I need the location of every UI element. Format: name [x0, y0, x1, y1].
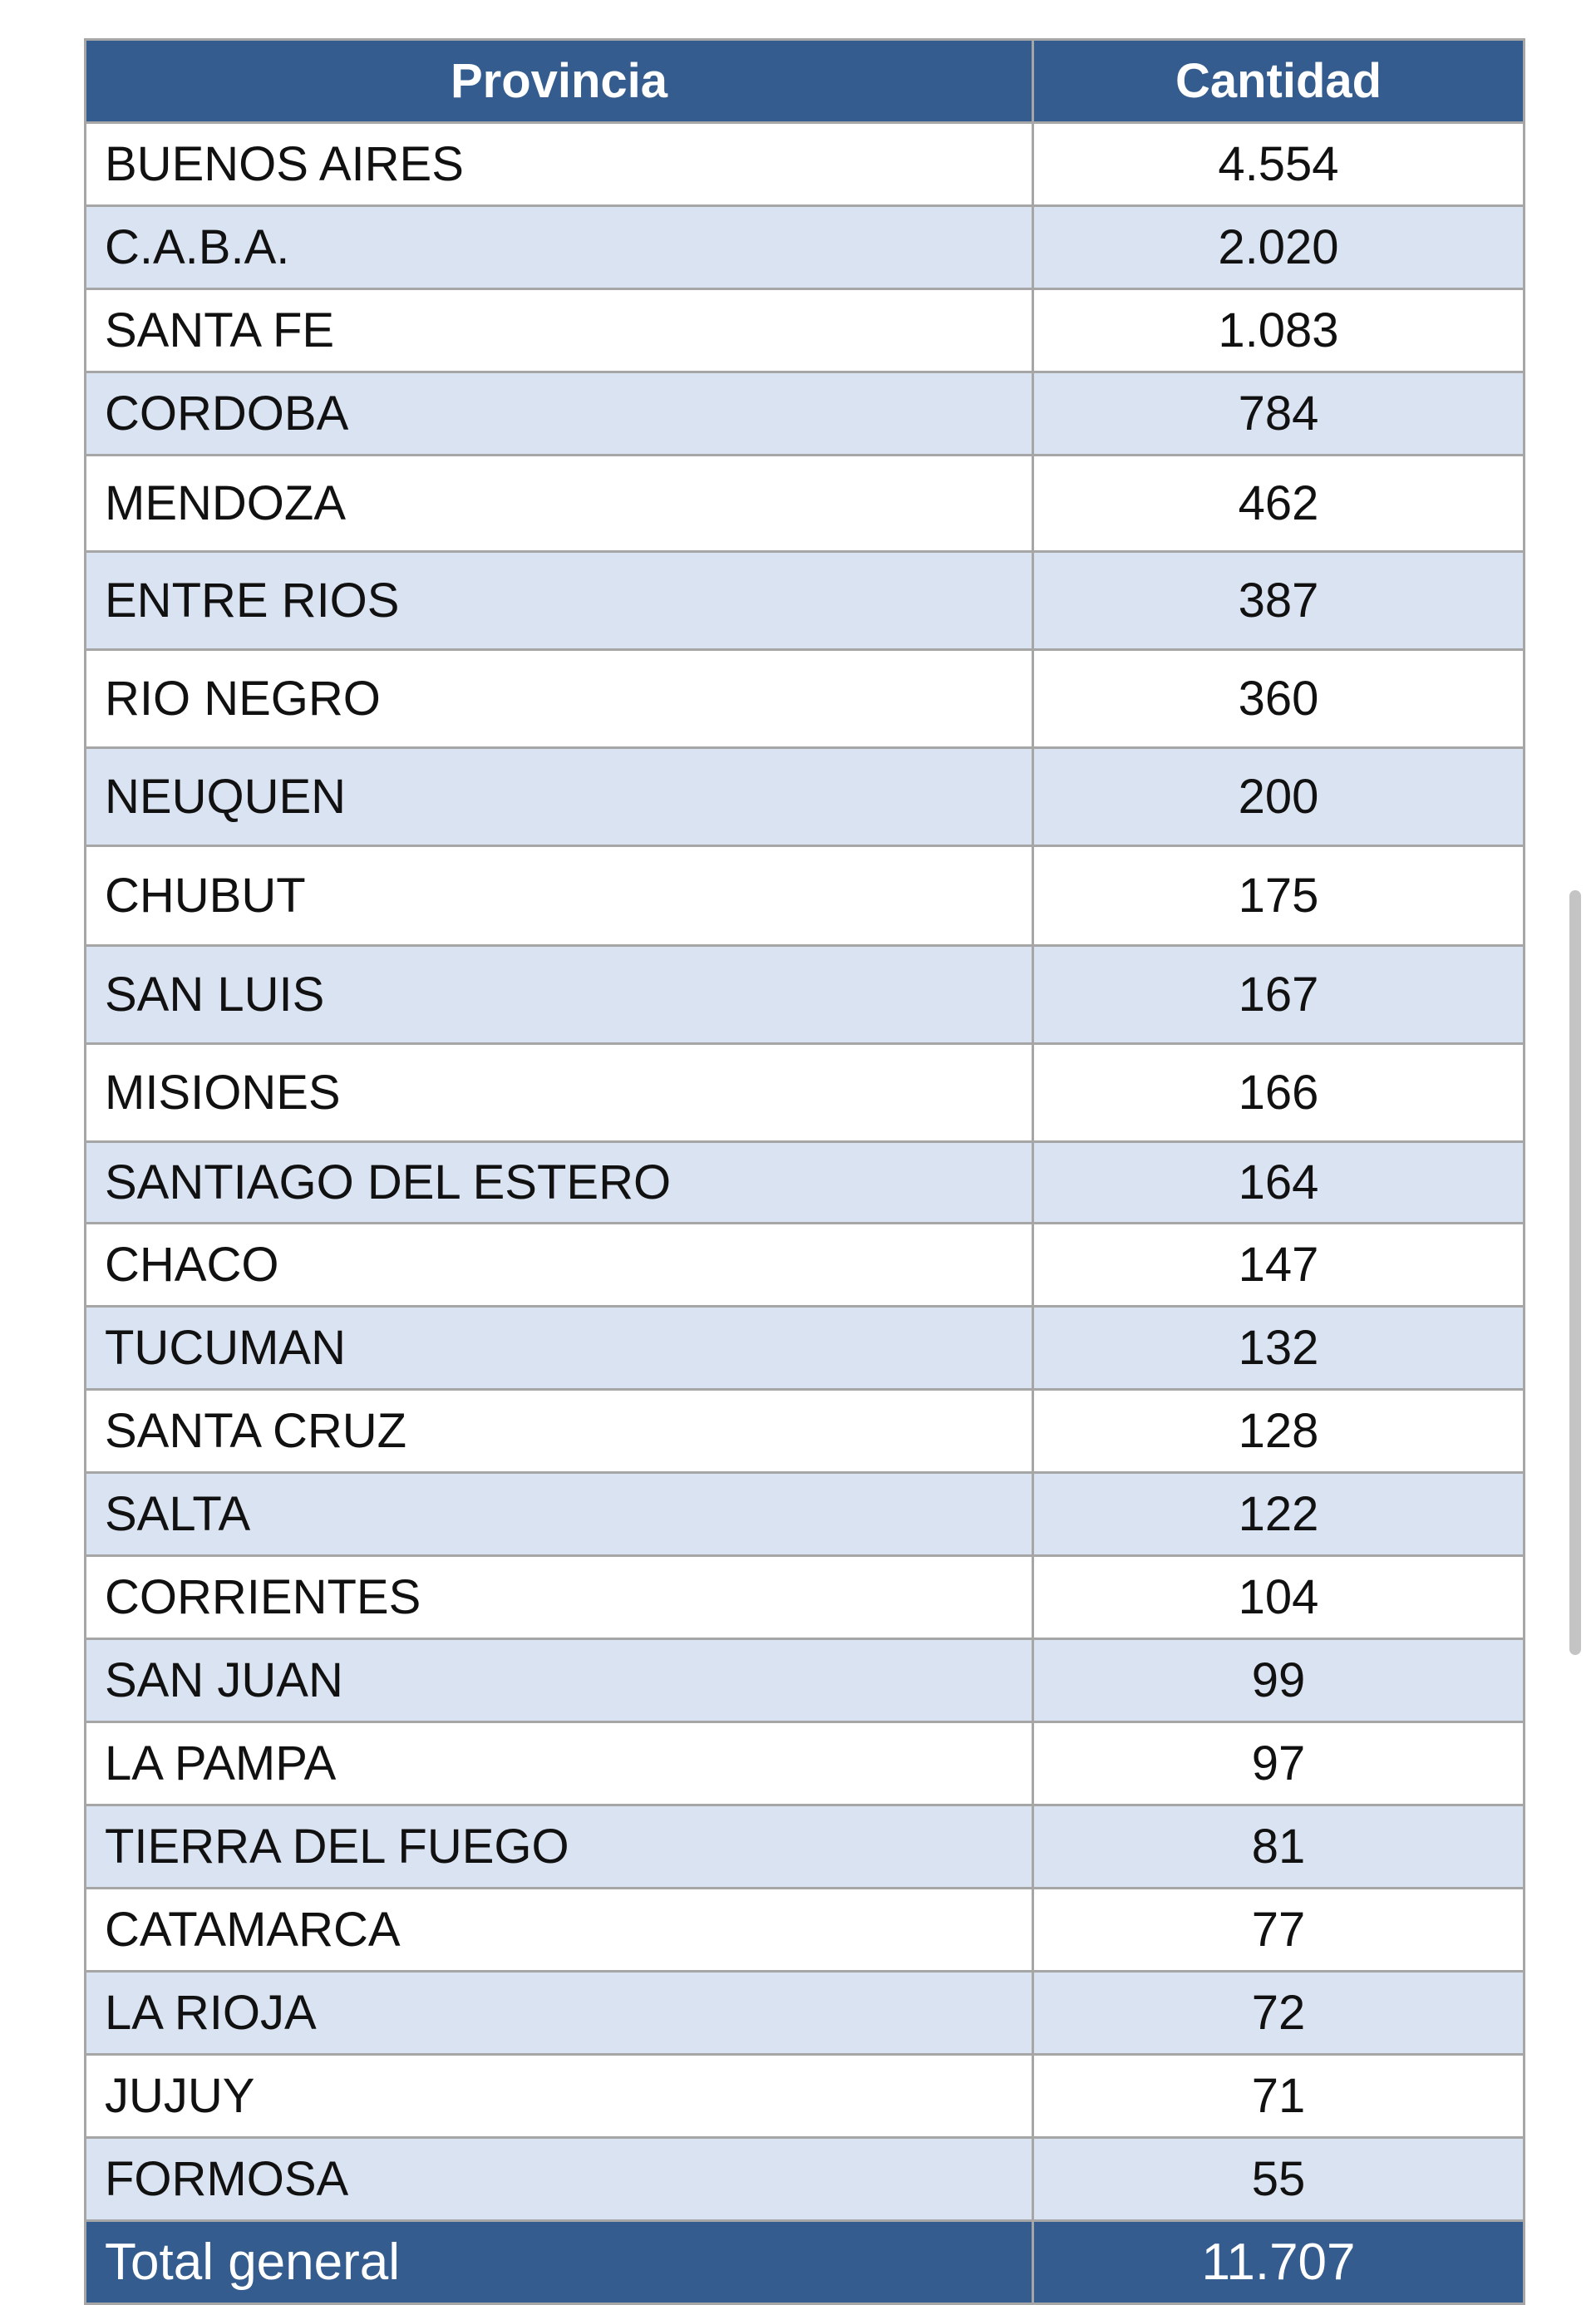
province-cell: CORRIENTES	[84, 1554, 1034, 1640]
total-label: Total general	[84, 2219, 1034, 2305]
table-row: CHUBUT 175	[84, 845, 1525, 947]
province-cell: FORMOSA	[84, 2136, 1034, 2222]
table-row: SAN LUIS 167	[84, 944, 1525, 1045]
table-row: RIO NEGRO 360	[84, 648, 1525, 749]
table-row: TUCUMAN 132	[84, 1305, 1525, 1391]
total-value: 11.707	[1032, 2219, 1525, 2305]
province-cell: SAN JUAN	[84, 1638, 1034, 1723]
table-row: SANTIAGO DEL ESTERO 164	[84, 1140, 1525, 1224]
total-row: Total general 11.707	[84, 2219, 1525, 2305]
table-row: CORRIENTES 104	[84, 1554, 1525, 1640]
header-row: Provincia Cantidad	[84, 38, 1525, 124]
table-row: MENDOZA 462	[84, 454, 1525, 553]
table-row: BUENOS AIRES 4.554	[84, 121, 1525, 207]
table-row: CATAMARCA 77	[84, 1887, 1525, 1973]
quantity-cell: 387	[1032, 550, 1525, 651]
province-cell: SAN LUIS	[84, 944, 1034, 1045]
column-header-cantidad: Cantidad	[1032, 38, 1525, 124]
quantity-cell: 122	[1032, 1471, 1525, 1557]
table-row: CHACO 147	[84, 1222, 1525, 1308]
province-cell: C.A.B.A.	[84, 204, 1034, 290]
table-row: CORDOBA 784	[84, 371, 1525, 456]
quantity-cell: 132	[1032, 1305, 1525, 1391]
scrollbar[interactable]	[1569, 890, 1581, 1655]
province-cell: CORDOBA	[84, 371, 1034, 456]
quantity-cell: 167	[1032, 944, 1525, 1045]
quantity-cell: 97	[1032, 1721, 1525, 1806]
table-row: LA RIOJA 72	[84, 1970, 1525, 2056]
quantity-cell: 1.083	[1032, 288, 1525, 373]
province-cell: LA RIOJA	[84, 1970, 1034, 2056]
quantity-cell: 784	[1032, 371, 1525, 456]
table-row: SAN JUAN 99	[84, 1638, 1525, 1723]
table-row: SANTA FE 1.083	[84, 288, 1525, 373]
quantity-cell: 175	[1032, 845, 1525, 947]
table-row: FORMOSA 55	[84, 2136, 1525, 2222]
table-row: SANTA CRUZ 128	[84, 1388, 1525, 1474]
province-cell: CHUBUT	[84, 845, 1034, 947]
quantity-cell: 99	[1032, 1638, 1525, 1723]
table-row: LA PAMPA 97	[84, 1721, 1525, 1806]
province-cell: NEUQUEN	[84, 746, 1034, 847]
province-cell: JUJUY	[84, 2053, 1034, 2139]
province-cell: SANTIAGO DEL ESTERO	[84, 1140, 1034, 1224]
table-row: NEUQUEN 200	[84, 746, 1525, 847]
quantity-cell: 164	[1032, 1140, 1525, 1224]
quantity-cell: 2.020	[1032, 204, 1525, 290]
province-cell: MENDOZA	[84, 454, 1034, 553]
quantity-cell: 360	[1032, 648, 1525, 749]
table-row: TIERRA DEL FUEGO 81	[84, 1804, 1525, 1889]
province-cell: LA PAMPA	[84, 1721, 1034, 1806]
quantity-cell: 147	[1032, 1222, 1525, 1308]
quantity-cell: 55	[1032, 2136, 1525, 2222]
quantity-cell: 77	[1032, 1887, 1525, 1973]
province-cell: MISIONES	[84, 1042, 1034, 1143]
table-row: C.A.B.A. 2.020	[84, 204, 1525, 290]
quantity-cell: 166	[1032, 1042, 1525, 1143]
province-cell: SALTA	[84, 1471, 1034, 1557]
quantity-cell: 200	[1032, 746, 1525, 847]
quantity-cell: 71	[1032, 2053, 1525, 2139]
table-row: ENTRE RIOS 387	[84, 550, 1525, 651]
table-row: MISIONES 166	[84, 1042, 1525, 1143]
province-cell: CHACO	[84, 1222, 1034, 1308]
province-table: Provincia Cantidad BUENOS AIRES 4.554 C.A.…	[84, 38, 1525, 2305]
quantity-cell: 72	[1032, 1970, 1525, 2056]
province-cell: CATAMARCA	[84, 1887, 1034, 1973]
column-header-provincia: Provincia	[84, 38, 1034, 124]
province-cell: SANTA FE	[84, 288, 1034, 373]
province-cell: TUCUMAN	[84, 1305, 1034, 1391]
table-row: JUJUY 71	[84, 2053, 1525, 2139]
province-cell: RIO NEGRO	[84, 648, 1034, 749]
province-cell: BUENOS AIRES	[84, 121, 1034, 207]
table-row: SALTA 122	[84, 1471, 1525, 1557]
quantity-cell: 128	[1032, 1388, 1525, 1474]
province-cell: TIERRA DEL FUEGO	[84, 1804, 1034, 1889]
province-cell: ENTRE RIOS	[84, 550, 1034, 651]
quantity-cell: 81	[1032, 1804, 1525, 1889]
province-cell: SANTA CRUZ	[84, 1388, 1034, 1474]
quantity-cell: 104	[1032, 1554, 1525, 1640]
quantity-cell: 4.554	[1032, 121, 1525, 207]
quantity-cell: 462	[1032, 454, 1525, 553]
